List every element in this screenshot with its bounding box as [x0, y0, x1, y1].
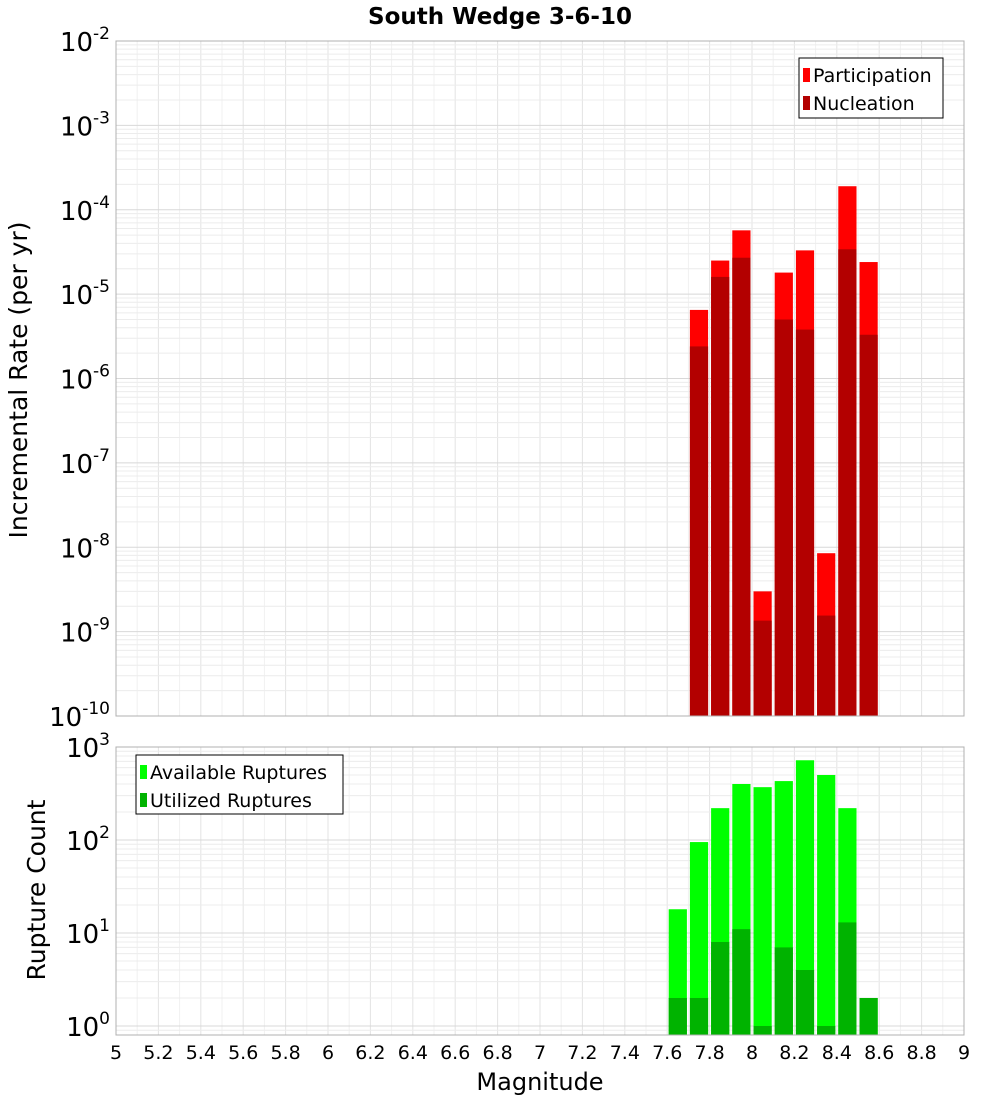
chart-title: South Wedge 3-6-10	[368, 4, 632, 30]
bottom-plot: 103 102 101 100 Available Ruptures Utilized R…	[66, 730, 965, 1043]
x-tick-label: 6.8	[482, 1042, 512, 1064]
bottom-bar-utilized-ruptures	[817, 1025, 836, 1035]
x-tick-label: 7.2	[567, 1042, 597, 1064]
top-y-tick-label: 10-8	[60, 530, 110, 564]
bottom-bar-utilized-ruptures	[774, 947, 793, 1035]
top-y-tick-label: 10-4	[60, 193, 110, 227]
top-legend-swatch	[803, 96, 810, 110]
bottom-y-tick-label: 101	[66, 916, 110, 950]
top-y-tick-label: 10-7	[60, 446, 110, 480]
bottom-legend-swatch	[140, 765, 147, 779]
x-tick-label: 8.8	[906, 1042, 936, 1064]
top-legend-label: Participation	[813, 65, 932, 87]
x-tick-label: 8.2	[779, 1042, 809, 1064]
top-grid	[115, 40, 965, 717]
x-tick-label: 8	[746, 1042, 758, 1064]
x-tick-label: 6.6	[440, 1042, 470, 1064]
bottom-legend: Available Ruptures Utilized Ruptures	[135, 754, 344, 815]
bottom-bar-utilized-ruptures	[838, 922, 857, 1035]
top-y-tick-label: 10-6	[60, 362, 110, 396]
bottom-legend-box	[135, 754, 344, 815]
top-y-ticks: 10-2 10-3 10-4 10-5 10-6 10-7 10-8 10-9 10-10	[49, 24, 110, 733]
top-legend: Participation Nucleation	[798, 57, 944, 119]
bottom-bar-utilized-ruptures	[689, 997, 709, 1035]
bottom-bar-available-ruptures	[795, 760, 815, 1035]
top-legend-swatch	[803, 68, 810, 82]
bottom-bar-utilized-ruptures	[753, 1025, 772, 1035]
bottom-bar-utilized-ruptures	[795, 969, 815, 1035]
bottom-legend-label: Available Ruptures	[150, 762, 327, 784]
x-tick-label: 7.6	[652, 1042, 682, 1064]
x-tick-label: 6.2	[355, 1042, 385, 1064]
top-bar-nucleation	[711, 276, 730, 716]
bottom-bars	[668, 760, 878, 1035]
top-plot: 10-2 10-3 10-4 10-5 10-6 10-7 10-8 10-9 10-10 Par…	[49, 24, 965, 733]
bottom-bar-utilized-ruptures	[711, 942, 730, 1035]
bottom-y-ticks: 103 102 101 100	[66, 730, 110, 1043]
bottom-bar-utilized-ruptures	[732, 929, 751, 1035]
top-bar-nucleation	[817, 615, 836, 716]
bottom-legend-swatch	[140, 793, 147, 807]
x-tick-label: 8.4	[822, 1042, 852, 1064]
x-tick-label: 5.6	[228, 1042, 258, 1064]
top-bar-nucleation	[732, 257, 751, 716]
x-tick-label: 6	[322, 1042, 334, 1064]
top-bar-nucleation	[689, 346, 709, 716]
x-tick-label: 5.2	[143, 1042, 173, 1064]
top-bar-nucleation	[753, 620, 772, 716]
bottom-legend-label: Utilized Ruptures	[150, 790, 312, 812]
bottom-y-tick-label: 103	[66, 730, 110, 764]
x-tick-label: 6.4	[398, 1042, 428, 1064]
top-bar-nucleation	[774, 319, 793, 716]
top-plot-frame	[115, 40, 965, 717]
top-bar-nucleation	[795, 329, 815, 716]
x-tick-label: 7	[534, 1042, 546, 1064]
bottom-y-tick-label: 102	[66, 823, 110, 857]
bottom-bar-utilized-ruptures	[859, 997, 878, 1035]
bottom-bar-available-ruptures	[689, 842, 709, 1035]
top-legend-label: Nucleation	[813, 93, 915, 115]
x-tick-label: 9	[958, 1042, 970, 1064]
top-y-tick-label: 10-10	[49, 699, 110, 733]
top-y-tick-label: 10-2	[60, 24, 110, 58]
top-y-tick-label: 10-5	[60, 277, 110, 311]
bottom-bar-utilized-ruptures	[668, 997, 687, 1035]
bottom-y-tick-label: 100	[66, 1009, 110, 1043]
bottom-bar-available-ruptures	[753, 787, 772, 1035]
x-tick-label: 8.6	[864, 1042, 894, 1064]
bottom-bar-available-ruptures	[817, 774, 836, 1035]
bottom-y-axis-label: Rupture Count	[22, 799, 51, 980]
bottom-plot-frame	[115, 746, 965, 1036]
top-bar-nucleation	[859, 334, 878, 716]
x-axis-ticks: 5 5.2 5.4 5.6 5.8 6 6.2 6.4 6.6 6.8 7 7.2 7.4 7.6 7.8 8…	[110, 1042, 970, 1064]
x-tick-label: 5	[110, 1042, 122, 1064]
x-axis-label: Magnitude	[476, 1068, 603, 1096]
top-y-axis-label: Incremental Rate (per yr)	[4, 222, 33, 539]
x-tick-label: 7.4	[610, 1042, 640, 1064]
top-bars	[689, 186, 878, 717]
x-tick-label: 7.8	[694, 1042, 724, 1064]
top-legend-box	[798, 57, 944, 119]
x-tick-label: 5.4	[186, 1042, 216, 1064]
x-tick-label: 5.8	[270, 1042, 300, 1064]
top-y-tick-label: 10-9	[60, 615, 110, 649]
top-bar-nucleation	[838, 249, 857, 716]
top-y-tick-label: 10-3	[60, 108, 110, 142]
